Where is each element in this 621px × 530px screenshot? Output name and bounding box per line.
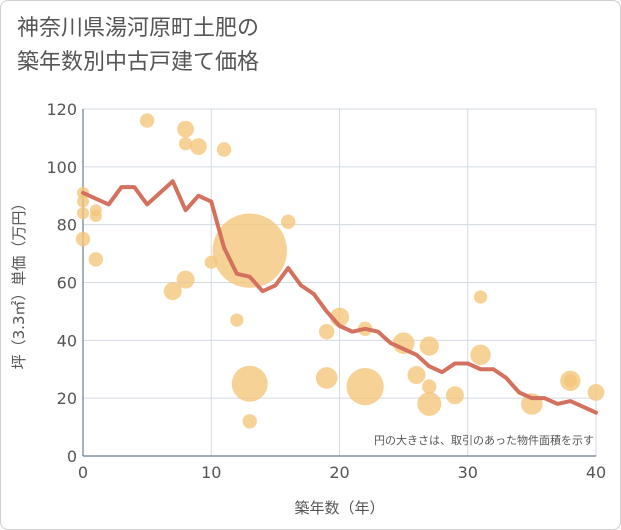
scatter-point: [88, 252, 104, 267]
scatter-point: [212, 213, 287, 288]
y-tick-label: 20: [57, 389, 77, 408]
scatter-point: [346, 368, 384, 406]
scatter-point: [417, 391, 442, 416]
x-tick-label: 10: [201, 463, 221, 482]
scatter-point: [77, 207, 89, 220]
scatter-point: [315, 367, 338, 389]
x-tick-label: 30: [458, 463, 478, 482]
scatter-point: [230, 313, 244, 327]
scatter-point: [419, 336, 439, 356]
scatter-point: [179, 137, 193, 151]
scatter-series: [75, 113, 605, 429]
grid-lines: [83, 108, 597, 456]
scatter-point: [139, 113, 155, 128]
scatter-point: [231, 365, 268, 402]
scatter-point: [163, 282, 182, 301]
y-tick-label: 40: [57, 331, 77, 350]
scatter-point: [587, 383, 605, 401]
y-tick-label: 0: [67, 447, 77, 466]
y-tick-label: 100: [46, 158, 77, 177]
scatter-point: [473, 290, 488, 304]
scatter-point: [177, 120, 195, 138]
scatter-point: [407, 366, 426, 385]
title-line-2: 築年数別中古戸建て価格: [17, 50, 260, 75]
scatter-point: [176, 270, 195, 289]
scatter-point: [470, 344, 491, 365]
average-price-line: [81, 179, 598, 415]
average-line-series: [81, 179, 598, 415]
scatter-point: [318, 323, 335, 340]
scatter-point: [242, 414, 257, 429]
tick-labels: 0 20 40 60 80 100 120 0 10 20 30 40: [46, 100, 606, 482]
y-tick-label: 60: [57, 274, 77, 293]
scatter-point: [77, 195, 89, 208]
y-axis-label: 坪（3.3㎡）単価（万円）: [10, 196, 28, 370]
chart-title: 神奈川県湯河原町土肥の 築年数別中古戸建て価格: [17, 12, 259, 80]
x-tick-label: 40: [586, 463, 606, 482]
y-tick-label: 120: [46, 100, 77, 119]
x-tick-label: 20: [329, 463, 349, 482]
scatter-point: [563, 374, 577, 388]
size-annotation: 円の大きさは、取引のあった物件面積を示す: [374, 433, 594, 447]
scatter-point: [75, 231, 91, 247]
scatter-point: [190, 138, 207, 155]
y-tick-label: 80: [57, 216, 77, 235]
scatter-point: [422, 379, 437, 394]
scatter-point: [89, 209, 102, 222]
x-axis-label: 築年数（年）: [294, 499, 384, 517]
x-tick-label: 0: [78, 463, 88, 482]
scatter-point: [281, 214, 296, 229]
scatter-point: [216, 142, 232, 157]
scatter-point: [445, 386, 464, 405]
axis-lines: [82, 109, 596, 457]
title-line-1: 神奈川県湯河原町土肥の: [17, 16, 260, 41]
